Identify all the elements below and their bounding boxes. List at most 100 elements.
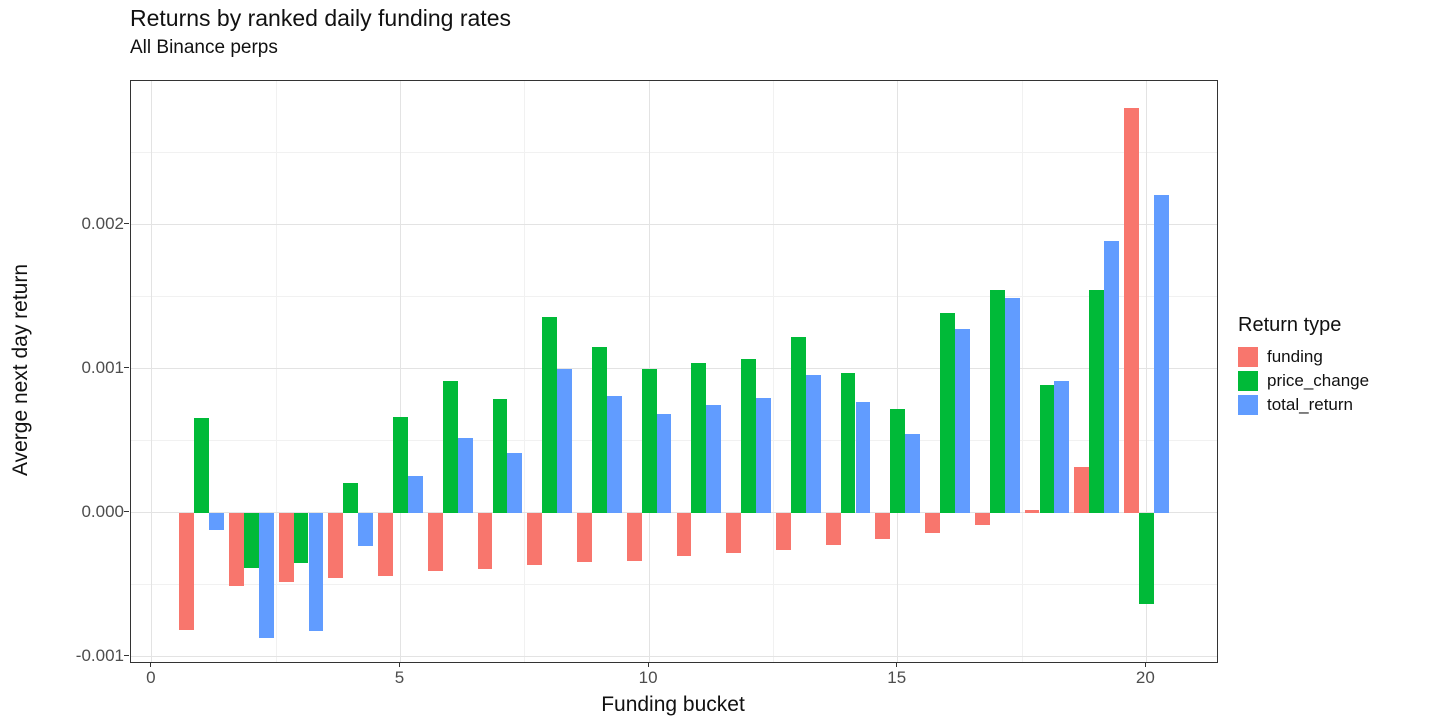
bar-funding-17 xyxy=(974,513,990,525)
x-axis-title: Funding bucket xyxy=(601,693,745,716)
bar-funding-7 xyxy=(477,513,493,570)
x-tick-label: 0 xyxy=(146,668,156,687)
bar-price_change-6 xyxy=(442,380,458,513)
bar-price_change-2 xyxy=(243,513,259,568)
gridline-y-minor xyxy=(131,440,1217,442)
legend-key-funding xyxy=(1238,346,1258,367)
y-tick-label: 0.002 xyxy=(81,213,124,233)
bar-funding-13 xyxy=(775,513,791,551)
bar-funding-18 xyxy=(1024,510,1040,513)
y-tick-mark xyxy=(124,511,129,513)
bar-price_change-5 xyxy=(393,416,408,513)
gridline-y-minor xyxy=(131,296,1217,298)
bar-funding-5 xyxy=(378,513,393,577)
gridline-y-minor xyxy=(131,584,1217,586)
x-tick-mark xyxy=(150,662,152,667)
gridline-y-major xyxy=(131,224,1217,226)
bar-total_return-19 xyxy=(1104,240,1119,513)
bar-funding-19 xyxy=(1074,466,1090,513)
x-tick-mark xyxy=(399,662,400,667)
bar-price_change-7 xyxy=(492,399,508,513)
x-tick-label: 15 xyxy=(887,668,907,687)
legend-label-price_change: price_change xyxy=(1267,370,1370,390)
bar-funding-3 xyxy=(278,513,294,583)
bar-funding-14 xyxy=(825,513,841,545)
bar-total_return-17 xyxy=(1004,298,1020,513)
bar-total_return-7 xyxy=(507,452,523,513)
gridline-y-major xyxy=(131,512,1217,514)
gridline-x-major xyxy=(151,81,153,662)
bar-funding-6 xyxy=(427,513,443,571)
bar-total_return-16 xyxy=(954,328,970,513)
bar-funding-4 xyxy=(328,513,344,578)
plot-panel xyxy=(130,80,1218,663)
bar-total_return-20 xyxy=(1153,194,1169,513)
legend-items: funding price_change total_return xyxy=(1238,346,1369,415)
bar-funding-16 xyxy=(925,513,940,534)
gridline-x-minor xyxy=(524,81,526,662)
bar-total_return-11 xyxy=(706,405,722,513)
bar-funding-10 xyxy=(626,513,642,561)
bar-total_return-5 xyxy=(408,475,423,513)
bar-total_return-10 xyxy=(656,413,672,513)
gridline-x-major xyxy=(1145,81,1147,662)
bar-price_change-20 xyxy=(1138,513,1154,604)
y-tick-mark xyxy=(124,223,129,225)
bar-funding-12 xyxy=(726,513,742,554)
y-tick-label: 0.000 xyxy=(81,501,124,521)
x-tick-label: 20 xyxy=(1135,668,1155,687)
bar-funding-20 xyxy=(1124,108,1139,513)
legend-item-funding: funding xyxy=(1238,346,1369,367)
bar-funding-8 xyxy=(527,513,543,565)
x-tick-label: 5 xyxy=(394,668,405,687)
gridline-y-major xyxy=(131,656,1217,658)
bar-price_change-16 xyxy=(940,312,955,513)
bar-total_return-6 xyxy=(457,438,473,513)
bar-total_return-9 xyxy=(606,396,622,513)
gridline-y-major xyxy=(131,368,1217,370)
y-tick-mark xyxy=(124,367,129,369)
gridline-x-major xyxy=(897,81,899,662)
bar-price_change-14 xyxy=(840,373,856,513)
bar-price_change-17 xyxy=(989,289,1005,513)
gridline-x-minor xyxy=(275,81,277,662)
legend-key-total_return xyxy=(1238,394,1258,415)
gridline-x-minor xyxy=(772,81,774,662)
y-tick-label: -0.001 xyxy=(75,645,124,665)
y-tick-label: 0.001 xyxy=(81,357,124,377)
x-tick-label: 10 xyxy=(638,668,658,687)
bar-price_change-13 xyxy=(790,337,806,513)
bar-total_return-14 xyxy=(855,402,871,513)
bar-price_change-8 xyxy=(542,317,558,513)
legend-item-price_change: price_change xyxy=(1238,370,1369,391)
bar-price_change-1 xyxy=(194,417,210,513)
x-tick-mark xyxy=(1144,662,1146,667)
legend-title: Return type xyxy=(1238,314,1342,336)
bar-total_return-12 xyxy=(756,397,771,513)
bar-funding-1 xyxy=(179,513,195,630)
bar-price_change-4 xyxy=(343,482,359,513)
legend: Return type funding price_change total_ret… xyxy=(1238,314,1369,418)
bar-total_return-3 xyxy=(308,513,324,632)
bar-funding-9 xyxy=(577,513,592,562)
bar-total_return-2 xyxy=(258,513,274,639)
bar-total_return-4 xyxy=(358,513,374,547)
bar-price_change-15 xyxy=(890,409,906,513)
legend-key-price_change xyxy=(1238,370,1258,391)
chart-title: Returns by ranked daily funding rates xyxy=(130,5,511,31)
bar-price_change-12 xyxy=(741,358,756,513)
legend-item-total_return: total_return xyxy=(1238,394,1369,415)
bar-total_return-8 xyxy=(557,369,572,513)
bar-total_return-1 xyxy=(209,513,224,531)
bar-total_return-18 xyxy=(1054,380,1070,513)
bar-funding-2 xyxy=(229,513,244,587)
bar-funding-11 xyxy=(676,513,692,557)
x-tick-mark xyxy=(896,662,898,667)
chart-subtitle: All Binance perps xyxy=(130,37,278,58)
legend-label-funding: funding xyxy=(1267,346,1323,366)
bar-price_change-19 xyxy=(1089,289,1105,513)
bar-price_change-10 xyxy=(641,369,657,513)
gridline-x-major xyxy=(400,81,401,662)
bar-total_return-15 xyxy=(905,433,921,513)
